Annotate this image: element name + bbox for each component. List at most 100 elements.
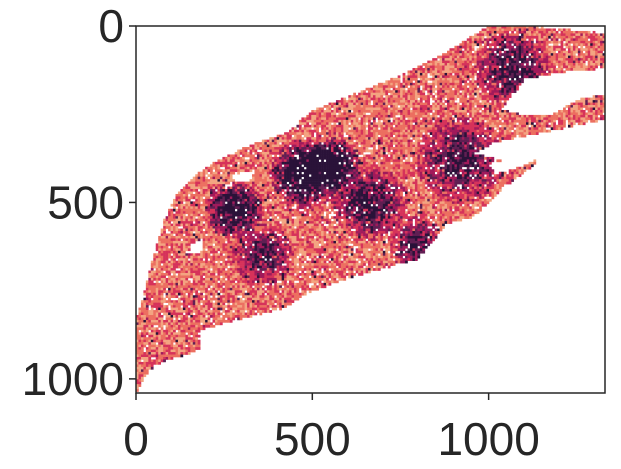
heatmap-cell (303, 129, 307, 133)
heatmap-cell (449, 97, 453, 101)
heatmap-cell (377, 142, 381, 145)
heatmap-cell (454, 97, 458, 101)
heatmap-cell (345, 127, 349, 131)
heatmap-cell (432, 77, 435, 81)
heatmap-cell (585, 55, 589, 59)
heatmap-cell (308, 156, 312, 160)
heatmap-cell (335, 147, 339, 150)
heatmap-cell (471, 144, 475, 148)
heatmap-cell (350, 112, 354, 116)
heatmap-cell (459, 156, 463, 160)
heatmap-cell (303, 164, 307, 168)
heatmap-cell (375, 114, 379, 118)
heatmap-cell (335, 139, 339, 143)
heatmap-cell (279, 179, 282, 182)
heatmap-cell (602, 55, 605, 59)
heatmap-cell (328, 179, 332, 182)
heatmap-cell (496, 40, 500, 44)
heatmap-cell (528, 38, 532, 42)
heatmap-cell (402, 144, 406, 148)
heatmap-cell (461, 161, 465, 165)
heatmap-cell (471, 119, 475, 123)
heatmap-cell (447, 166, 450, 170)
heatmap-cell (432, 151, 435, 155)
heatmap-cell (481, 166, 485, 170)
heatmap-cell (486, 176, 490, 180)
heatmap-cell (479, 45, 482, 49)
heatmap-cell (424, 144, 428, 148)
heatmap-cell (565, 28, 569, 32)
heatmap-cell (338, 134, 342, 138)
heatmap-cell (508, 122, 512, 126)
heatmap-cell (296, 169, 300, 173)
heatmap-cell (350, 100, 354, 103)
heatmap-cell (550, 127, 554, 131)
heatmap-cell (434, 139, 438, 143)
heatmap-cell (372, 134, 376, 138)
heatmap-cell (424, 151, 428, 155)
heatmap-cell (442, 147, 445, 150)
heatmap-cell (424, 137, 428, 140)
heatmap-cell (479, 139, 482, 143)
heatmap-cell (274, 149, 278, 153)
heatmap-cell (400, 100, 403, 103)
heatmap-cell (558, 48, 561, 52)
heatmap-cell (397, 142, 401, 145)
heatmap-cell (387, 179, 391, 182)
heatmap-cell (400, 105, 403, 108)
heatmap-cell (501, 129, 505, 133)
heatmap-cell (400, 109, 403, 113)
heatmap-cell (395, 179, 398, 182)
heatmap-cell (442, 65, 445, 69)
heatmap-cell (249, 149, 253, 153)
heatmap-cell (580, 100, 584, 103)
heatmap-cell (535, 55, 539, 59)
heatmap-cell (535, 72, 539, 76)
heatmap-cell (385, 114, 389, 118)
heatmap-cell (205, 171, 208, 175)
heatmap-cell (451, 174, 455, 177)
heatmap-cell (533, 35, 537, 39)
heatmap-cell (543, 119, 547, 123)
heatmap-cell (395, 137, 398, 140)
heatmap-cell (511, 40, 514, 44)
heatmap-cell (358, 109, 361, 113)
heatmap-cell (377, 124, 381, 128)
heatmap-cell (338, 129, 342, 133)
heatmap-cell (395, 82, 398, 86)
heatmap-cell (400, 119, 403, 123)
heatmap-cell (602, 45, 605, 49)
heatmap-cell (437, 139, 440, 143)
heatmap-cell (523, 48, 527, 52)
heatmap-cell (447, 127, 450, 131)
heatmap-cell (400, 174, 403, 177)
heatmap-cell (540, 124, 544, 128)
heatmap-cell (392, 82, 396, 86)
heatmap-cell (323, 122, 327, 126)
heatmap-cell (493, 137, 497, 140)
heatmap-cell (424, 95, 428, 98)
heatmap-cell (202, 179, 206, 182)
heatmap-cell (429, 169, 433, 173)
heatmap-cell (484, 129, 487, 133)
heatmap-cell (464, 149, 468, 153)
heatmap-cell (567, 50, 571, 54)
heatmap-cell (523, 72, 527, 76)
heatmap-cell (333, 147, 337, 150)
heatmap-cell (217, 161, 221, 165)
heatmap-cell (375, 105, 379, 108)
heatmap-cell (390, 105, 394, 108)
heatmap-cell (293, 151, 297, 155)
heatmap-cell (498, 55, 502, 59)
heatmap-cell (585, 114, 589, 118)
heatmap-cell (380, 107, 384, 111)
heatmap-cell (456, 119, 460, 123)
heatmap-cell (580, 60, 584, 64)
heatmap-cell (343, 100, 347, 103)
heatmap-cell (414, 137, 418, 140)
heatmap-cell (471, 67, 475, 71)
heatmap-cell (592, 48, 596, 52)
heatmap-cell (535, 75, 539, 79)
heatmap-cell (466, 154, 470, 158)
heatmap-cell (521, 122, 524, 126)
